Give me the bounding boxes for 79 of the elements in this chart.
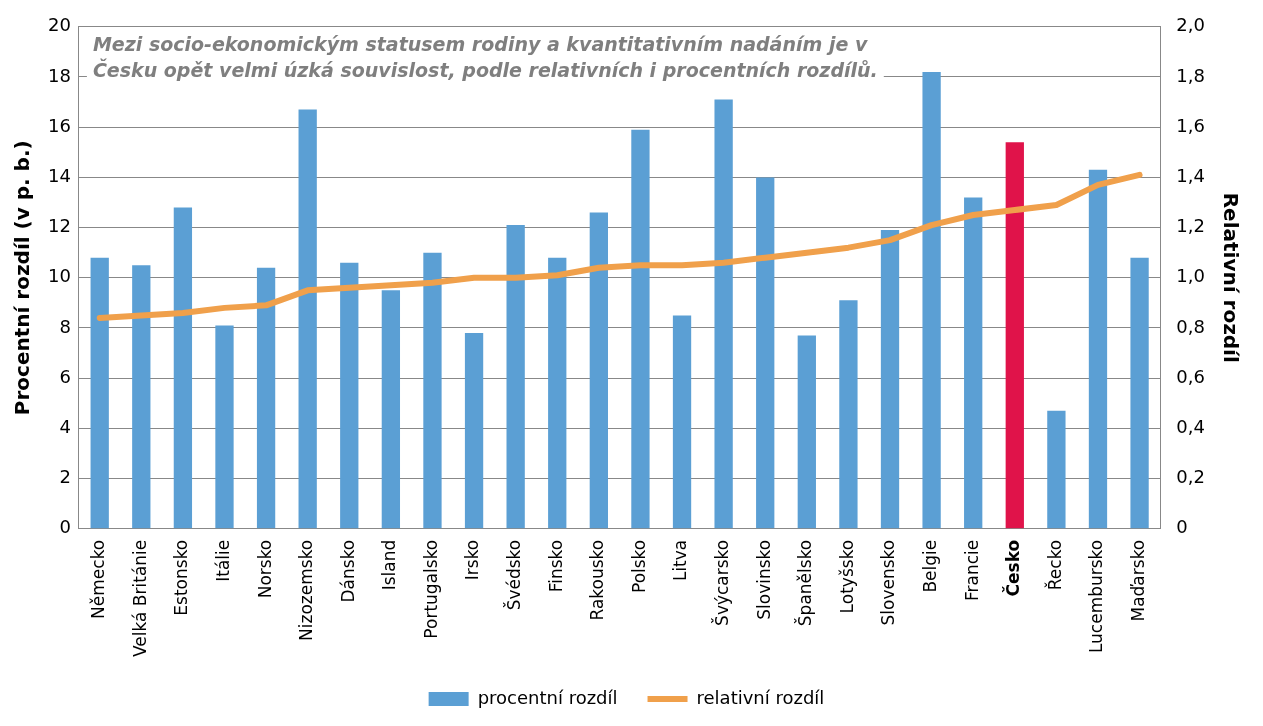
bar bbox=[298, 109, 317, 529]
x-tick-label: Španělsko bbox=[794, 539, 816, 627]
x-tick-label: Česko bbox=[1002, 539, 1024, 597]
x-tick-label: Francie bbox=[961, 539, 982, 601]
legend-label: relativní rozdíl bbox=[696, 686, 825, 708]
bar bbox=[256, 267, 276, 529]
x-tick-label: Belgie bbox=[920, 539, 941, 593]
y-tick-label: 16 bbox=[48, 114, 71, 136]
y2-tick-label: 0,8 bbox=[1176, 315, 1206, 337]
x-tick-label: Litva bbox=[670, 539, 691, 582]
y-tick-label: 2 bbox=[59, 466, 71, 488]
y2-tick-label: 1,2 bbox=[1176, 215, 1206, 237]
bar bbox=[340, 262, 359, 529]
x-tick-label: Nizozemsko bbox=[296, 539, 317, 641]
x-tick-label: Finsko bbox=[545, 539, 566, 593]
x-tick-label: Itálie bbox=[212, 539, 233, 582]
x-tick-label: Polsko bbox=[628, 539, 649, 594]
y-tick-label: 4 bbox=[59, 416, 71, 438]
bar bbox=[1088, 169, 1108, 529]
bar bbox=[464, 332, 484, 529]
y-tick-label: 6 bbox=[59, 365, 71, 387]
x-tick-label: Rakousko bbox=[587, 539, 608, 621]
y2-tick-label: 1,6 bbox=[1176, 114, 1206, 136]
bar bbox=[964, 197, 983, 529]
bar bbox=[1047, 410, 1066, 529]
x-tick-label: Irsko bbox=[462, 539, 483, 581]
bar bbox=[173, 207, 193, 529]
annotation: Mezi socio-ekonomickým statusem rodiny a kvantitativním nadáním je v Česku opět velmi úzká souvislost, podle relativních i procentních rozdílů. bbox=[92, 33, 878, 82]
bar bbox=[589, 212, 608, 529]
bar bbox=[880, 230, 900, 529]
x-tick-label: Řecko bbox=[1043, 539, 1065, 591]
y2-tick-label: 2,0 bbox=[1176, 14, 1206, 36]
bar bbox=[132, 265, 151, 529]
bar bbox=[839, 300, 858, 529]
y2-tick-label: 0,2 bbox=[1176, 466, 1206, 488]
x-tick-label: Island bbox=[379, 539, 400, 591]
y-tick-label: 12 bbox=[48, 215, 71, 237]
y-axis-title: Procentní rozdíl (v p. b.) bbox=[10, 140, 35, 416]
bar bbox=[548, 257, 567, 529]
y2-tick-label: 0,4 bbox=[1176, 416, 1206, 438]
bar bbox=[90, 257, 109, 529]
y2-tick-label: 0,6 bbox=[1176, 365, 1206, 387]
bar bbox=[672, 315, 692, 529]
bar bbox=[797, 335, 816, 529]
bar bbox=[1005, 142, 1024, 529]
x-tick-label: Lucembursko bbox=[1086, 539, 1107, 654]
x-tick-label: Švédsko bbox=[503, 539, 525, 611]
bar bbox=[631, 129, 650, 529]
y-tick-label: 0 bbox=[59, 516, 71, 538]
y2-tick-label: 1,4 bbox=[1176, 165, 1206, 187]
bar bbox=[215, 325, 234, 529]
bar bbox=[756, 177, 775, 529]
bar bbox=[423, 252, 442, 529]
x-tick-label: Estonsko bbox=[171, 539, 192, 616]
x-tick-label: Maďarsko bbox=[1128, 539, 1148, 622]
x-tick-label: Slovensko bbox=[878, 539, 899, 626]
bar bbox=[922, 71, 941, 529]
y2-tick-label: 1,8 bbox=[1176, 64, 1206, 86]
y-tick-label: 20 bbox=[48, 14, 71, 36]
x-tick-label: Velká Británie bbox=[129, 539, 150, 658]
y-tick-label: 18 bbox=[48, 64, 71, 86]
x-tick-label: Lotyšsko bbox=[836, 539, 857, 614]
bar bbox=[381, 290, 401, 529]
bar bbox=[1130, 257, 1149, 529]
x-tick-label: Dánsko bbox=[337, 539, 358, 603]
x-tick-label: Německo bbox=[88, 539, 109, 619]
x-tick-label: Portugalsko bbox=[420, 539, 441, 639]
bar bbox=[714, 99, 733, 529]
y2-tick-label: 1,0 bbox=[1176, 265, 1206, 287]
y-tick-label: 8 bbox=[59, 315, 71, 337]
y2-axis-title: Relativní rozdíl bbox=[1218, 192, 1243, 363]
y2-tick-label: 0 bbox=[1176, 516, 1188, 538]
legend-label: procentní rozdíl bbox=[477, 686, 618, 708]
x-tick-label: Norsko bbox=[254, 539, 275, 599]
bar bbox=[506, 225, 525, 529]
y-tick-label: 10 bbox=[48, 265, 71, 287]
x-tick-label: Švýcarsko bbox=[711, 539, 733, 626]
y-tick-label: 14 bbox=[48, 165, 71, 187]
x-tick-label: Slovinsko bbox=[753, 539, 774, 620]
